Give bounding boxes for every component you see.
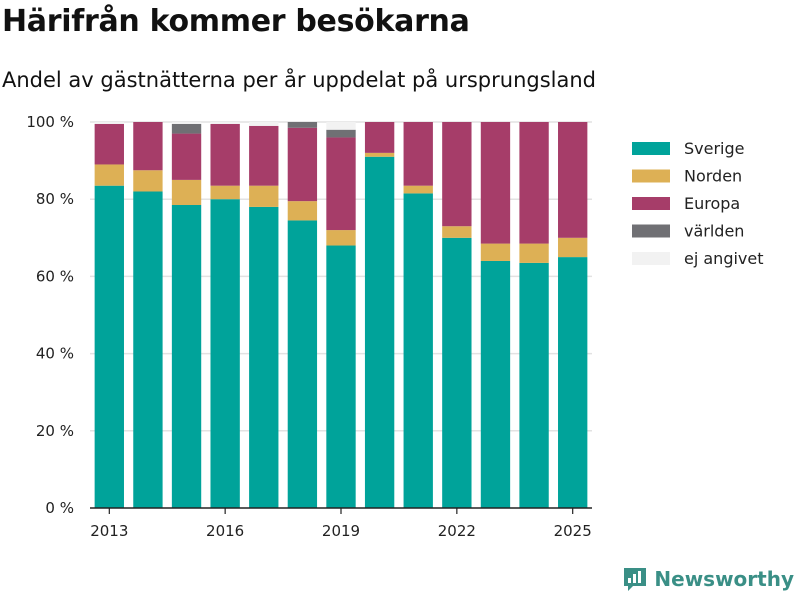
bar-segment-europa <box>442 122 472 227</box>
bar-segment-ej-angivet <box>326 122 356 130</box>
bar-segment-norden <box>287 201 318 221</box>
legend-label: Sverige <box>684 139 745 158</box>
bar-segment-europa <box>403 122 433 186</box>
brand-logo[interactable]: Newsworthy <box>622 566 794 592</box>
bar-segment-ej-angivet <box>210 122 240 124</box>
bar-segment-ej-angivet <box>94 122 124 124</box>
bar-segment-sverige <box>210 199 240 508</box>
bar-segment-sverige <box>249 206 279 509</box>
bar-segment-norden <box>133 170 163 192</box>
y-tick-label: 40 % <box>36 345 74 363</box>
bar-segment-sverige <box>94 185 124 508</box>
legend: Sverige Norden Europa världen ej angivet <box>632 139 764 268</box>
bar-segment-norden <box>480 243 511 261</box>
legend-label: ej angivet <box>684 249 764 268</box>
legend-swatch-ej-angivet <box>632 252 670 265</box>
bar-segment-norden <box>403 185 433 194</box>
bar-segment-europa <box>326 137 356 231</box>
legend-swatch-norden <box>632 169 670 183</box>
bar-segment-norden <box>326 230 356 246</box>
y-tick-label: 20 % <box>36 422 74 440</box>
bar-segment-ej-angivet <box>171 122 202 124</box>
bar-segment-norden <box>249 185 279 207</box>
y-tick-label: 100 % <box>26 113 74 131</box>
bar-segment-sverige <box>480 260 511 508</box>
legend-label: Norden <box>684 167 742 186</box>
x-tick-label: 2025 <box>554 522 592 540</box>
chart-title: Härifrån kommer besökarna <box>2 4 470 39</box>
bar-segment-sverige <box>519 262 549 508</box>
bar-segment-sverige <box>133 191 163 509</box>
bar-segment-europa <box>249 125 279 186</box>
bar-segment-sverige <box>326 245 356 508</box>
bar-segment-världen <box>171 123 202 134</box>
bar-segment-sverige <box>442 237 472 509</box>
bar-segment-europa <box>519 122 549 244</box>
bar-segment-europa <box>133 122 163 171</box>
legend-swatch-sverige <box>632 142 670 155</box>
bar-segment-europa <box>94 123 124 165</box>
bar-segment-norden <box>519 243 549 263</box>
bar-segment-ej-angivet <box>249 122 279 126</box>
x-tick-label: 2013 <box>90 522 128 540</box>
y-tick-label: 80 % <box>36 190 74 208</box>
bar-segment-europa <box>480 122 511 244</box>
y-tick-label: 60 % <box>36 267 74 285</box>
brand-name: Newsworthy <box>654 567 794 591</box>
x-tick-label: 2022 <box>438 522 476 540</box>
bar-segment-sverige <box>364 156 395 509</box>
legend-swatch-världen <box>632 224 670 238</box>
bar-segment-europa <box>287 127 318 202</box>
bar-segment-norden <box>442 226 472 238</box>
bar-segment-europa <box>210 123 240 186</box>
bar-segment-sverige <box>171 204 202 509</box>
bar-segment-sverige <box>287 220 318 508</box>
legend-label: Europa <box>684 194 740 213</box>
bar-segment-norden <box>364 152 395 157</box>
legend-label: världen <box>684 222 744 241</box>
newsworthy-logo-icon <box>624 568 647 591</box>
x-tick-label: 2019 <box>322 522 360 540</box>
bar-segment-europa <box>364 122 395 153</box>
x-tick-label: 2016 <box>206 522 244 540</box>
bar-segment-sverige <box>403 193 433 508</box>
y-tick-label: 0 % <box>45 499 74 517</box>
bar-segment-norden <box>171 179 202 205</box>
bar-segment-världen <box>326 129 356 138</box>
bar-segment-europa <box>558 122 588 238</box>
bar-segment-världen <box>287 122 318 128</box>
bar-segment-norden <box>210 185 240 200</box>
bar-segment-norden <box>558 237 588 258</box>
bar-segment-europa <box>171 133 202 180</box>
bar-segment-norden <box>94 164 124 186</box>
chart-subtitle: Andel av gästnätterna per år uppdelat på… <box>2 68 596 92</box>
bar-segment-sverige <box>558 257 588 508</box>
bars <box>94 122 588 509</box>
legend-swatch-europa <box>632 197 670 210</box>
axes: 0 % 20 % 40 % 60 % 80 % 100 % 2013 2016 2019 2022… <box>26 113 592 540</box>
